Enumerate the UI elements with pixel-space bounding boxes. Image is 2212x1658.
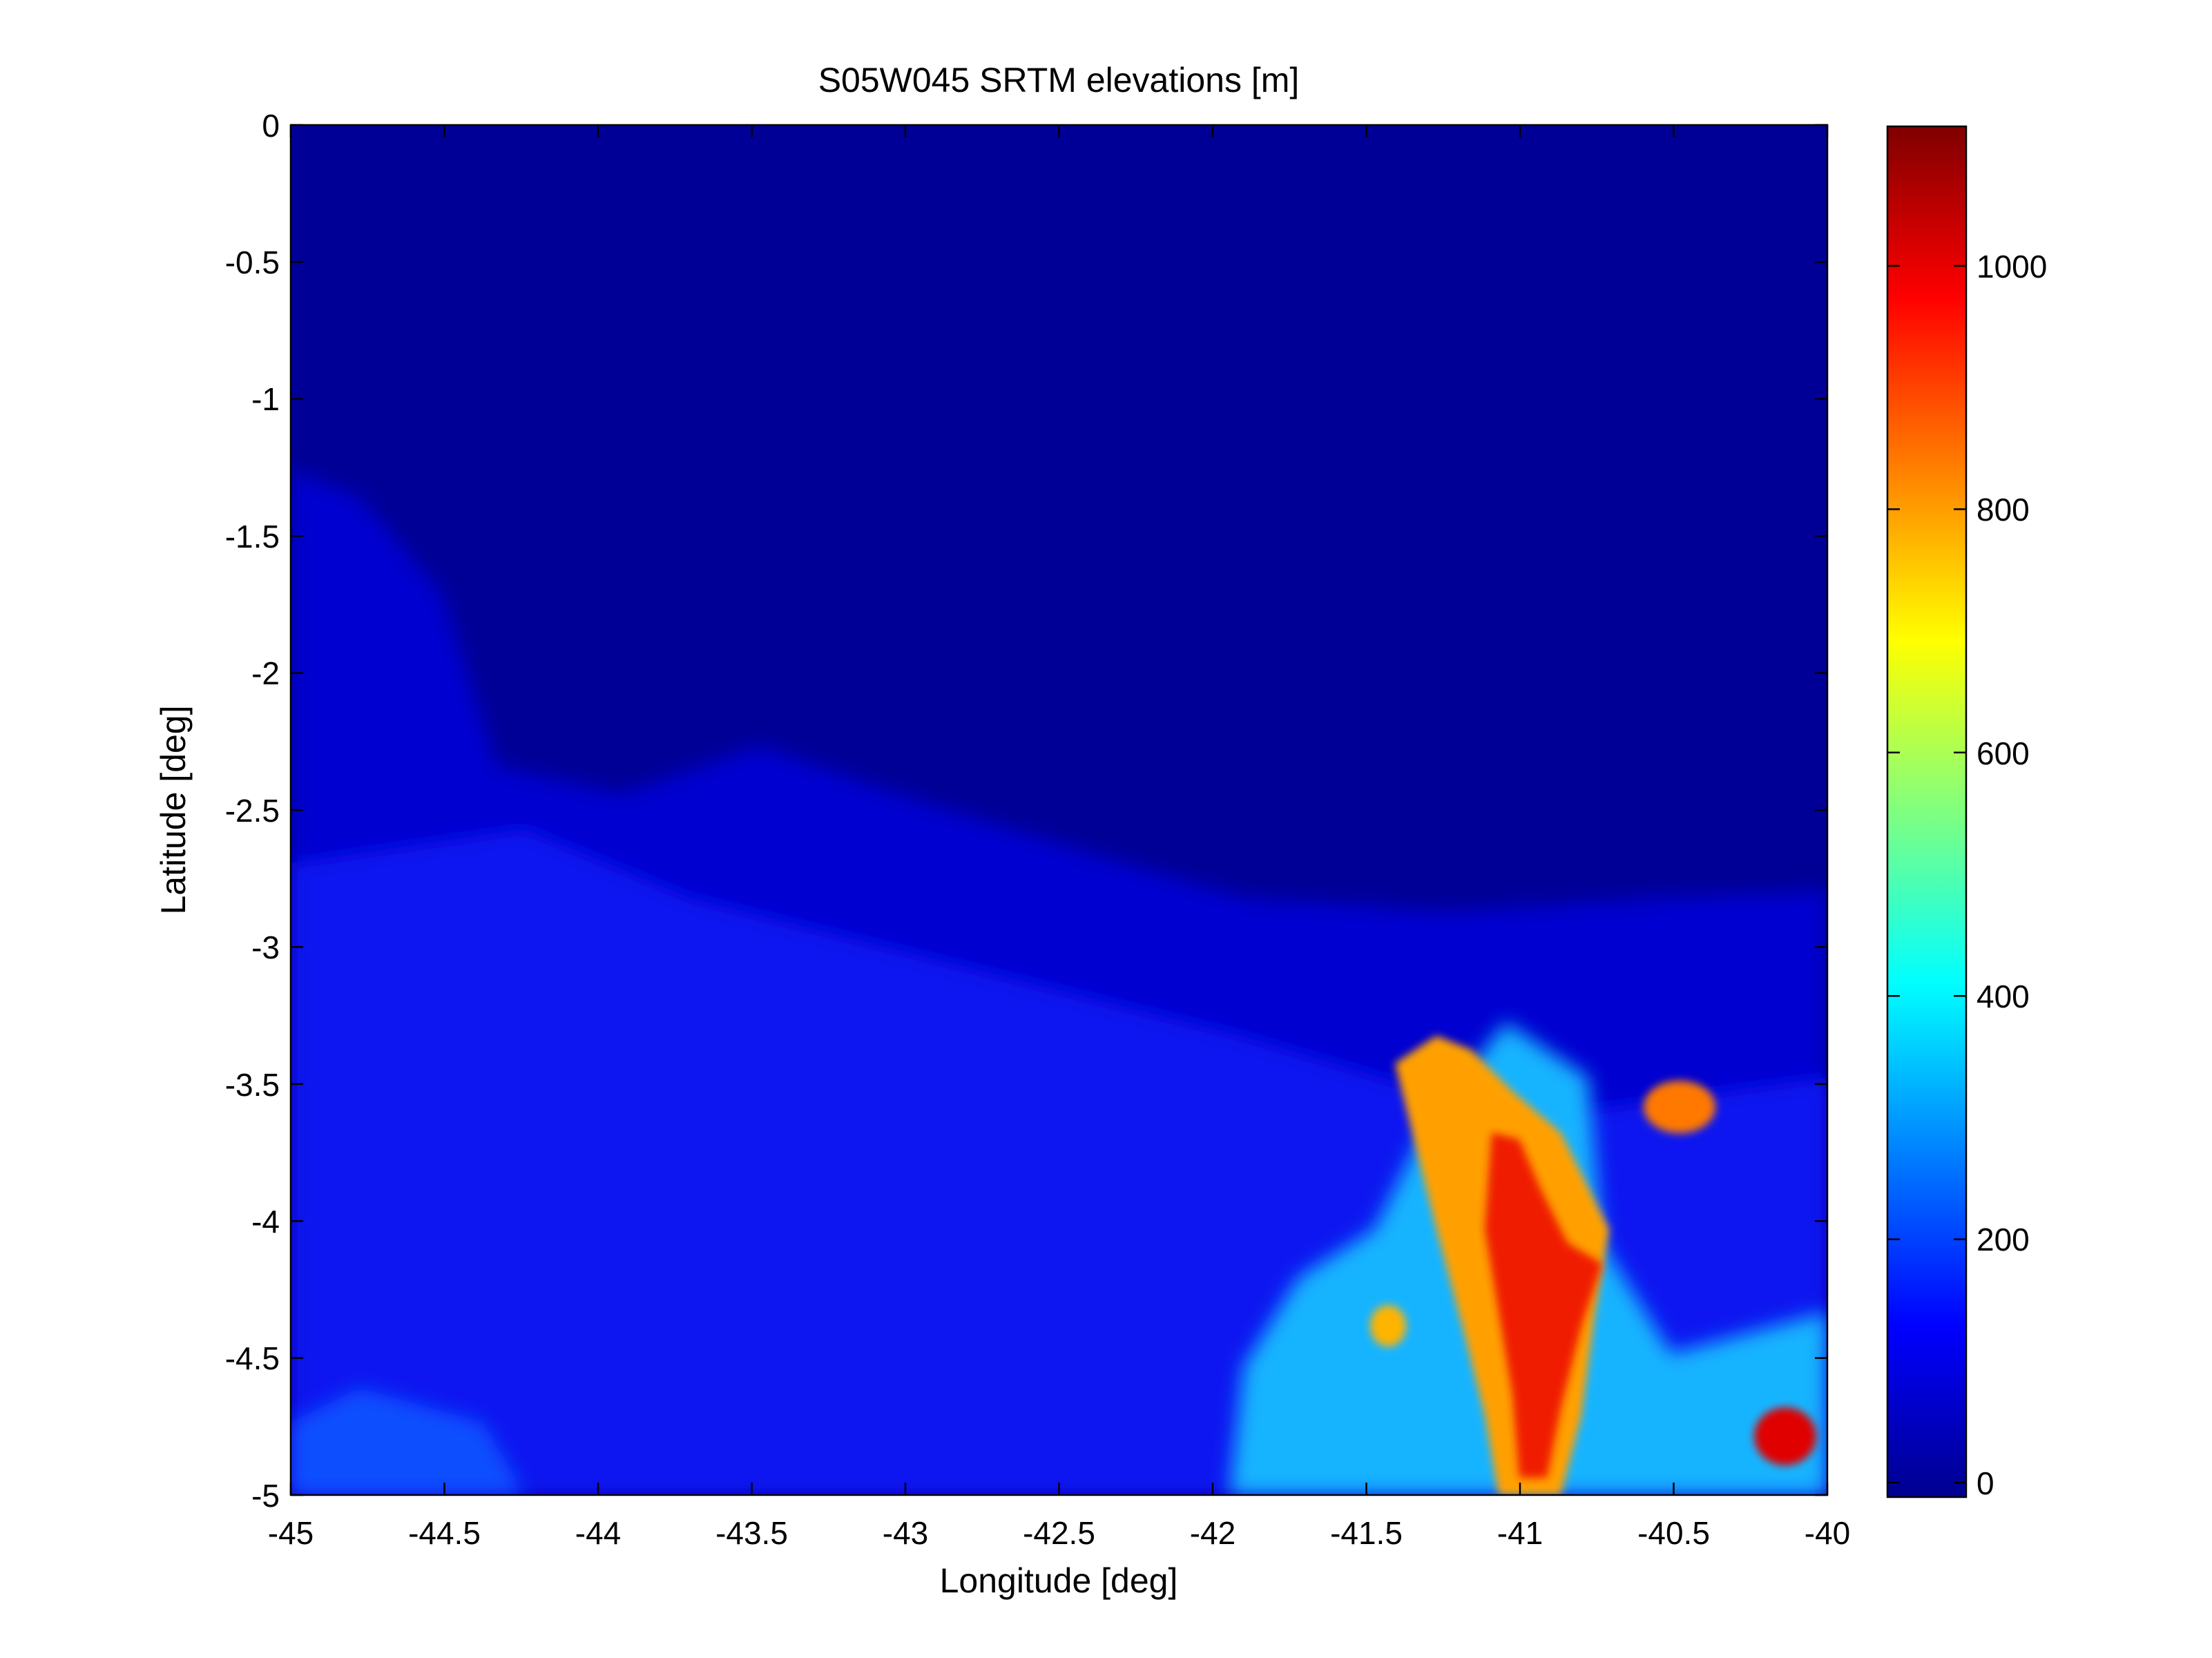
colorbar-tick: 1000 (1887, 249, 2047, 285)
x-tick: -42 (1190, 125, 1235, 1551)
colorbar-tick-label: 1000 (1977, 249, 2047, 285)
x-tick-label: -42 (1190, 1515, 1235, 1551)
northeast-plateau-region (1644, 1081, 1715, 1133)
y-tick-label: -4 (251, 1204, 280, 1240)
y-tick: -3 (251, 929, 1827, 965)
x-tick: -45 (268, 125, 314, 1551)
x-ticks: -45 -44.5 -44 -43.5 -43 -42.5 -42 -41.5 … (268, 125, 1850, 1551)
y-tick: 0 (262, 108, 1827, 144)
colorbar-tick-label: 600 (1977, 735, 2030, 771)
y-tick: -1 (251, 381, 1827, 417)
west-foothills-patch (291, 1388, 525, 1495)
colorbar-gradient (1887, 126, 1966, 1497)
x-tick: -42.5 (1023, 125, 1095, 1551)
colorbar-tick: 600 (1887, 735, 2030, 771)
colorbar: 0 200 400 600 800 1000 (1886, 125, 2047, 1501)
y-tick-label: -1 (251, 381, 280, 417)
y-tick-label: -0.5 (225, 244, 280, 280)
x-tick: -43.5 (715, 125, 788, 1551)
x-tick-label: -42.5 (1023, 1515, 1095, 1551)
y-axis-label: Latitude [deg] (154, 705, 193, 914)
x-tick: -44 (575, 125, 621, 1551)
x-tick-label: -44 (575, 1515, 621, 1551)
x-tick: -41 (1497, 125, 1543, 1551)
y-tick: -1.5 (225, 519, 1827, 555)
x-tick-label: -45 (268, 1515, 314, 1551)
x-tick-label: -40 (1805, 1515, 1850, 1551)
y-tick: -4.5 (225, 1340, 1827, 1376)
colorbar-tick-label: 200 (1977, 1222, 2030, 1257)
x-tick-label: -43 (883, 1515, 928, 1551)
y-tick: -2 (251, 655, 1827, 691)
colorbar-tick: 200 (1887, 1222, 2030, 1257)
x-tick: -43 (883, 125, 928, 1551)
y-tick-label: 0 (262, 108, 280, 144)
x-tick-label: -44.5 (408, 1515, 481, 1551)
x-tick: -44.5 (408, 125, 481, 1551)
y-tick-label: -5 (251, 1478, 280, 1514)
y-tick: -2.5 (225, 793, 1827, 829)
x-tick: -41.5 (1330, 125, 1403, 1551)
y-tick-label: -3.5 (225, 1067, 280, 1103)
y-tick-label: -2.5 (225, 793, 280, 829)
small-hill-region (1370, 1305, 1406, 1347)
elevation-map (291, 125, 1827, 1495)
y-tick: -3.5 (225, 1067, 1827, 1103)
colorbar-tick-label: 400 (1977, 979, 2030, 1014)
y-tick: -0.5 (225, 244, 1827, 280)
southeast-hill-region (1754, 1407, 1816, 1465)
colorbar-tick: 800 (1887, 492, 2030, 528)
colorbar-frame (1886, 125, 1968, 1498)
x-tick-label: -40.5 (1637, 1515, 1710, 1551)
y-tick: -4 (251, 1204, 1827, 1240)
y-tick-label: -1.5 (225, 519, 280, 555)
colorbar-tick-label: 800 (1977, 492, 2030, 528)
x-axis-label: Longitude [deg] (940, 1561, 1178, 1600)
y-ticks: 0 -0.5 -1 -1.5 -2 -2.5 -3 -3.5 -4 -4.5 -… (225, 108, 1827, 1514)
x-tick: -40.5 (1637, 125, 1710, 1551)
y-tick-label: -3 (251, 929, 280, 965)
ridge-crest-region (1485, 1132, 1602, 1478)
y-tick: -5 (251, 1478, 1827, 1514)
colorbar-tick: 0 (1887, 1465, 1994, 1501)
x-tick-label: -41 (1497, 1515, 1543, 1551)
x-tick-label: -41.5 (1330, 1515, 1403, 1551)
chart-title: S05W045 SRTM elevations [m] (818, 61, 1300, 99)
y-tick-label: -2 (251, 655, 280, 691)
x-tick: -40 (1805, 125, 1850, 1551)
y-tick-label: -4.5 (225, 1340, 280, 1376)
colorbar-tick-label: 0 (1977, 1465, 1994, 1501)
x-tick-label: -43.5 (715, 1515, 788, 1551)
colorbar-tick: 400 (1887, 979, 2030, 1014)
